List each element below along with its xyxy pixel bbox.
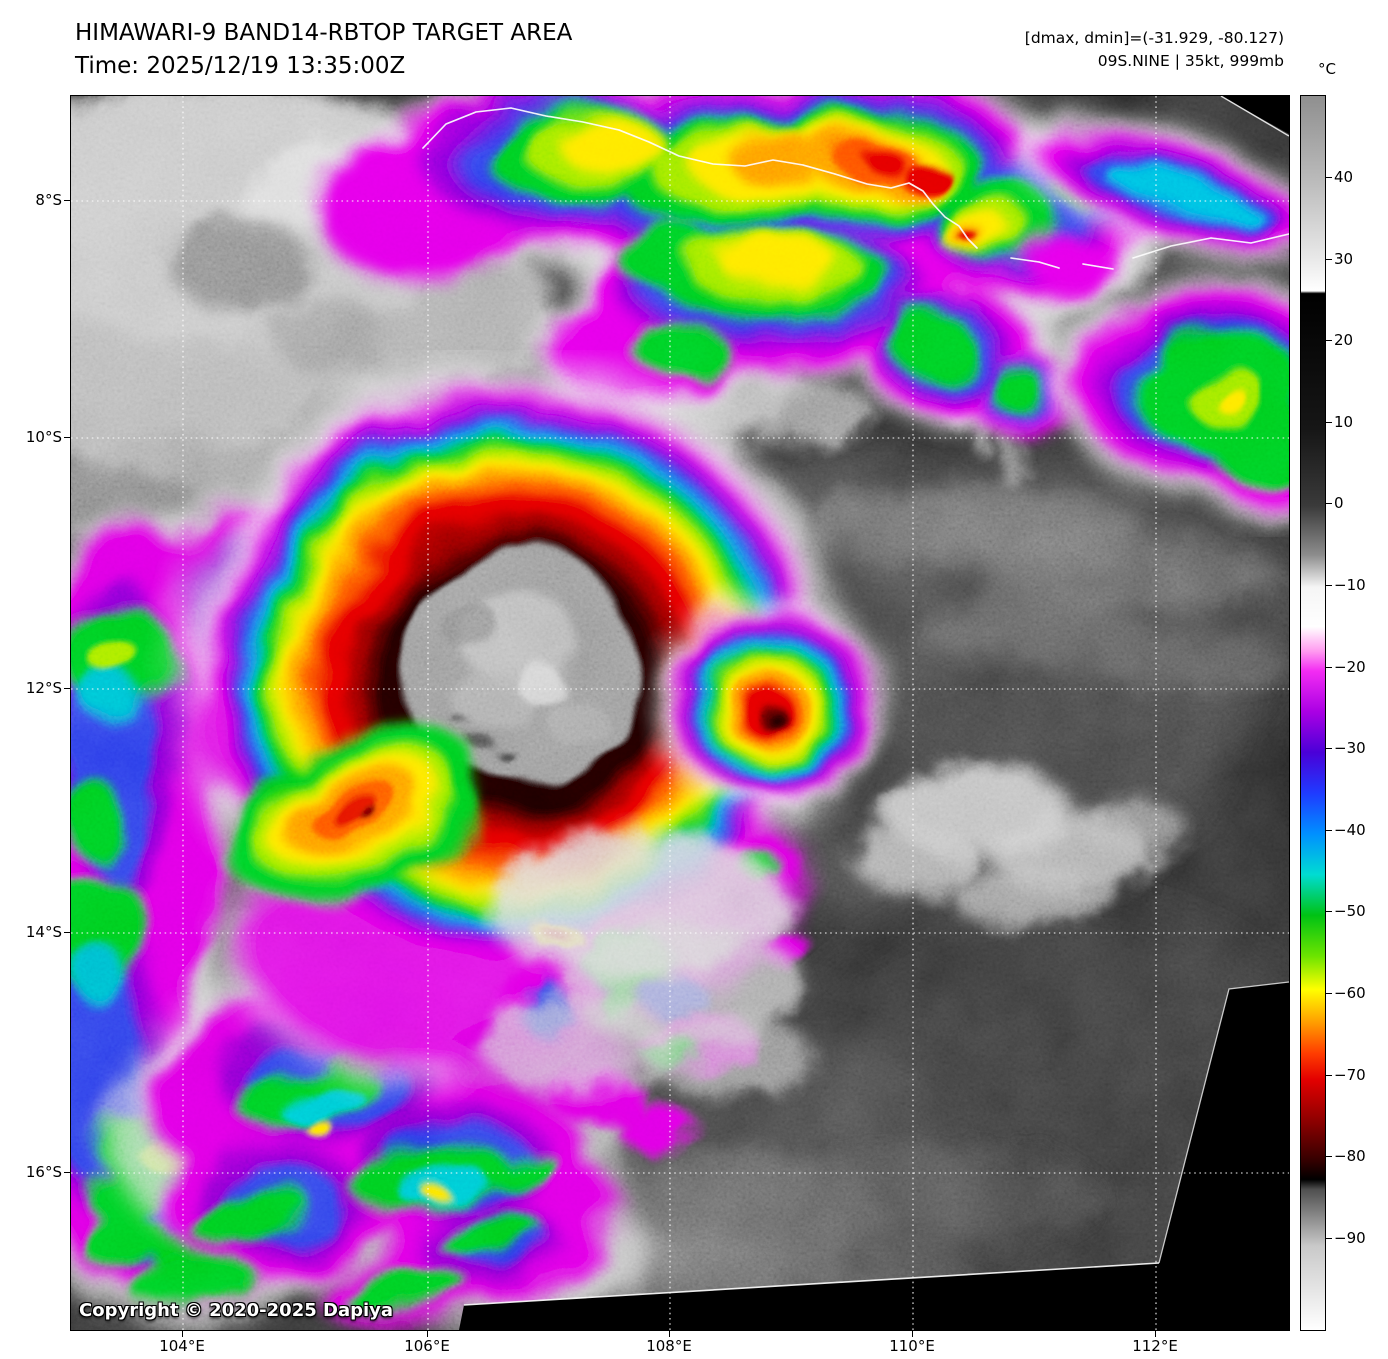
colorbar-tick-n60: −60 xyxy=(1326,984,1366,1002)
colorbar-tick-20: 20 xyxy=(1325,331,1354,349)
colorbar-tick-n90: −90 xyxy=(1326,1229,1366,1247)
colorbar-tick-0: 0 xyxy=(1326,494,1344,512)
lat-tick-14s: 14°S xyxy=(0,923,70,941)
colorbar-unit-label: °C xyxy=(1318,60,1336,78)
dmax-dmin-readout: [dmax, dmin]=(-31.929, -80.127) xyxy=(1024,29,1284,47)
colorbar-tick-n30: −30 xyxy=(1326,739,1366,757)
product-title: HIMAWARI-9 BAND14-RBTOP TARGET AREA xyxy=(75,20,573,46)
colorbar-tick-n80: −80 xyxy=(1326,1147,1366,1165)
lon-tick-112e: 112°E xyxy=(1120,1331,1190,1355)
storm-info: 09S.NINE | 35kt, 999mb xyxy=(1097,52,1284,70)
colorbar-tick-n50: −50 xyxy=(1326,902,1366,920)
colorbar-tick-30: 30 xyxy=(1325,250,1354,268)
lat-tick-12s: 12°S xyxy=(0,679,70,697)
meta-block: [dmax, dmin]=(-31.929, -80.127) 09S.NINE… xyxy=(1025,27,1284,73)
colorbar-tick-40: 40 xyxy=(1325,168,1354,186)
lon-tick-108e: 108°E xyxy=(634,1331,704,1355)
lon-tick-106e: 106°E xyxy=(392,1331,462,1355)
colorbar-tick-n10: −10 xyxy=(1326,576,1366,594)
colorbar-tick-n70: −70 xyxy=(1326,1066,1366,1084)
copyright-label: Copyright © 2020-2025 Dapiya xyxy=(79,1300,394,1321)
lat-tick-16s: 16°S xyxy=(0,1163,70,1181)
colorbar-tick-n20: −20 xyxy=(1326,658,1366,676)
lat-tick-10s: 10°S xyxy=(0,428,70,446)
lon-tick-104e: 104°E xyxy=(147,1331,217,1355)
satellite-imagery-canvas xyxy=(71,96,1289,1330)
satellite-image: Copyright © 2020-2025 Dapiya xyxy=(70,95,1290,1331)
colorbar-tick-10: 10 xyxy=(1325,413,1354,431)
colorbar-tick-n40: −40 xyxy=(1326,821,1366,839)
colorbar-gradient xyxy=(1300,95,1326,1331)
lon-tick-110e: 110°E xyxy=(877,1331,947,1355)
product-time: Time: 2025/12/19 13:35:00Z xyxy=(75,53,406,79)
lat-tick-8s: 8°S xyxy=(0,191,70,209)
